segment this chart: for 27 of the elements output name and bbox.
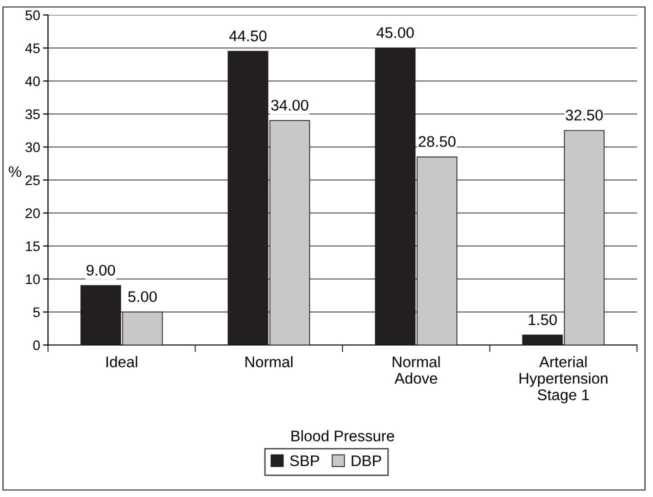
x-tick-label: Normal Adove xyxy=(392,356,440,384)
y-tick-label: 25 xyxy=(26,175,40,186)
data-label: 34.00 xyxy=(271,100,308,111)
y-tick-label: 20 xyxy=(26,208,40,218)
y-tick-label: 10 xyxy=(26,274,40,284)
y-tick-label: 0 xyxy=(33,340,40,350)
legend-label: SBP xyxy=(290,455,320,466)
y-tick-label: 45 xyxy=(25,43,40,54)
x-tick-label: Arterial Hypertension Stage 1 xyxy=(520,356,608,404)
x-axis-title: Blood Pressure xyxy=(292,430,394,442)
data-label: 45.00 xyxy=(376,27,414,38)
data-label: 5.00 xyxy=(128,291,157,302)
y-tick-label: 15 xyxy=(26,241,40,252)
data-label: 1.50 xyxy=(528,314,557,326)
data-label: 32.50 xyxy=(566,110,603,121)
x-tick-label: Normal xyxy=(246,356,292,368)
data-label: 28.50 xyxy=(418,136,456,147)
y-tick-label: 30 xyxy=(25,142,40,152)
y-tick-label: 40 xyxy=(25,76,40,86)
data-label: 9.00 xyxy=(86,264,116,276)
y-tick-label: 5 xyxy=(33,307,40,318)
y-tick-label: 35 xyxy=(25,109,40,120)
legend-label: DBP xyxy=(352,455,382,466)
data-label: 44.50 xyxy=(229,30,267,42)
y-axis-title: % xyxy=(8,166,22,177)
x-tick-label: Ideal xyxy=(106,356,138,368)
y-tick-label: 50 xyxy=(25,10,40,20)
